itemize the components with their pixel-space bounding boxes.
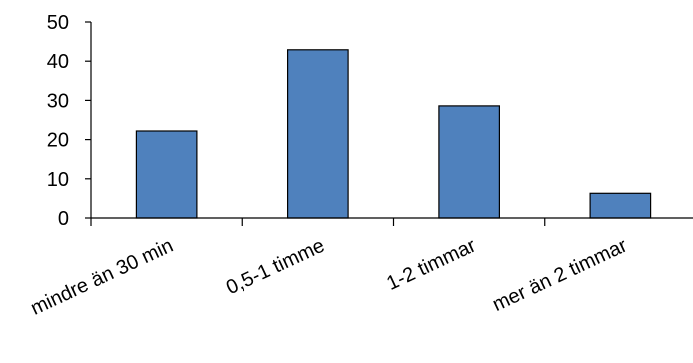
y-tick-label-4: 40	[47, 51, 69, 73]
x-category-label-0: mindre än 30 min	[27, 235, 176, 320]
x-category-label-3: mer än 2 timmar	[489, 234, 631, 316]
y-tick-label-3: 30	[47, 90, 69, 112]
y-tick-label-5: 50	[47, 12, 69, 34]
bar-2	[438, 105, 500, 219]
bar-0	[135, 130, 198, 219]
x-ticks-group: mindre än 30 min 0,5-1 timme 1-2 timmar mer…	[27, 218, 631, 320]
bars-group	[135, 49, 652, 219]
bar-1	[287, 49, 349, 219]
y-tick-label-1: 10	[47, 169, 69, 191]
x-category-label-1: 0,5-1 timme	[223, 235, 328, 300]
y-tick-label-2: 20	[47, 130, 69, 152]
y-ticks-group: 0 10 20 30 40 50	[47, 12, 91, 230]
bar-3	[589, 192, 652, 219]
x-category-label-2: 1-2 timmar	[383, 234, 479, 294]
y-tick-label-0: 0	[58, 208, 69, 230]
